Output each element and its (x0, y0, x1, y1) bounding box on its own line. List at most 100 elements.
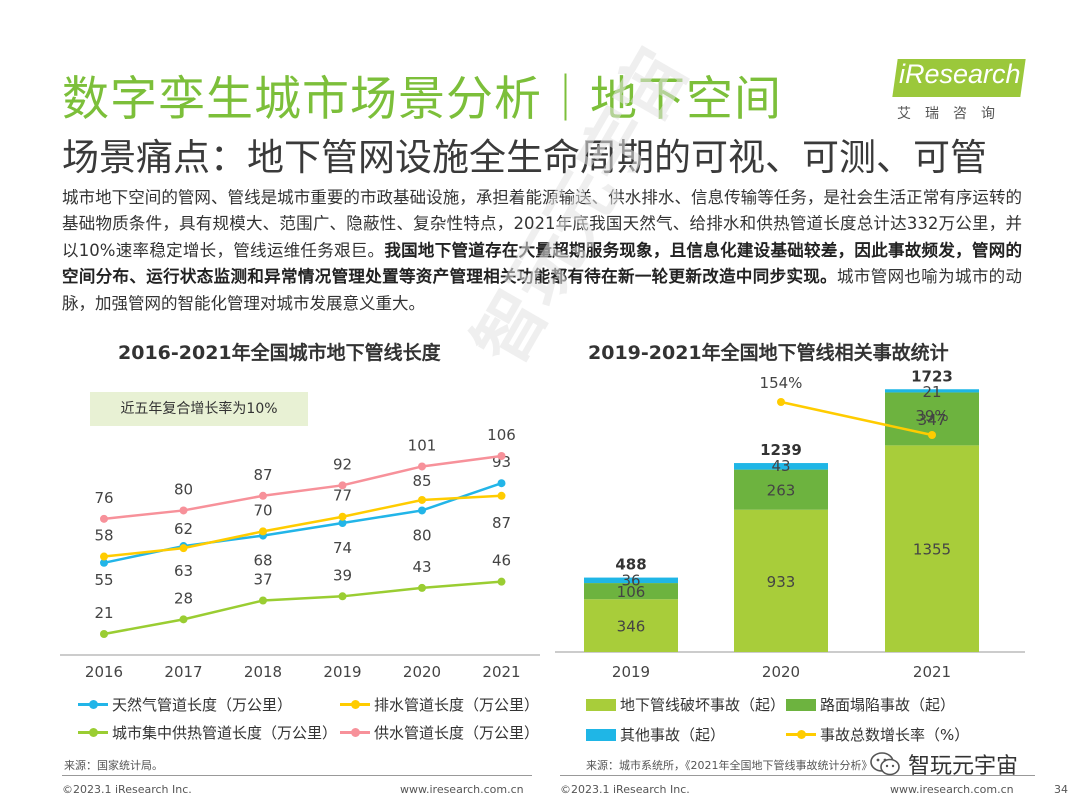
page-title: 数字孪生城市场景分析｜地下空间 (62, 72, 782, 127)
wechat-icon (870, 752, 900, 776)
data-label: 92 (333, 455, 352, 473)
data-point (497, 479, 506, 488)
data-label: 55 (94, 571, 113, 589)
legend-item-water: 供水管道长度（万公里） (340, 722, 539, 743)
data-label: 46 (492, 552, 511, 570)
bar-segment (885, 389, 979, 393)
growth-line (780, 400, 933, 437)
bar-value-label: 346 (617, 618, 646, 636)
data-label: 58 (94, 527, 113, 545)
bar-value-label: 106 (617, 583, 646, 601)
legend-swatch-drain (340, 699, 370, 709)
legend-label-growth: 事故总数增长率（%） (820, 726, 970, 744)
legend-label-drain: 排水管道长度（万公里） (374, 696, 540, 714)
bar-segment (734, 509, 828, 652)
growth-point (777, 398, 785, 406)
data-label: 85 (412, 472, 431, 490)
legend-swatch-growth (786, 729, 816, 739)
data-point (418, 495, 426, 504)
data-label: 80 (174, 480, 193, 498)
data-label: 37 (253, 570, 272, 588)
data-point (179, 615, 188, 624)
bar-segment (734, 463, 828, 470)
data-label: 43 (412, 558, 431, 576)
legend-swatch-collapse (786, 698, 816, 711)
x-tick-label: 2019 (323, 663, 361, 681)
growth-label: 154% (760, 374, 803, 392)
data-point (418, 583, 426, 592)
x-tick-label: 2019 (612, 663, 650, 681)
data-label: 87 (253, 466, 272, 484)
legend-label-water: 供水管道长度（万公里） (374, 724, 540, 742)
logo-brand: iResearch (899, 59, 1021, 89)
data-label: 106 (487, 426, 516, 444)
x-tick-label: 2020 (403, 663, 441, 681)
bar-segment (885, 445, 979, 652)
legend-label-other: 其他事故（起） (620, 726, 726, 744)
footer-divider-right (560, 775, 1035, 776)
footer-url-right[interactable]: www.iresearch.com.cn (890, 783, 1014, 796)
x-tick-label: 2017 (164, 663, 202, 681)
bar-value-label: 36 (621, 572, 640, 590)
data-point (100, 630, 108, 638)
bar-total-label: 488 (615, 556, 646, 574)
data-label: 76 (94, 489, 113, 507)
data-label: 28 (174, 589, 193, 607)
footer-copyright-right: ©2023.1 iResearch Inc. (560, 783, 690, 796)
legend-swatch-water (340, 727, 370, 737)
bar-segment (584, 577, 678, 584)
legend-label-gas: 天然气管道长度（万公里） (112, 696, 293, 714)
legend-item-gas: 天然气管道长度（万公里） (78, 694, 292, 715)
growth-label: 39% (915, 407, 948, 425)
data-label: 101 (408, 436, 437, 454)
series-line (103, 454, 502, 521)
data-point (338, 481, 347, 490)
bar-value-label: 263 (767, 482, 796, 500)
bar-chart-title: 2019-2021年全国地下管线相关事故统计 (588, 342, 949, 364)
data-label: 70 (253, 501, 272, 519)
x-tick-label: 2020 (762, 663, 800, 681)
data-point (338, 512, 347, 521)
data-point (259, 527, 267, 536)
bar-value-label: 347 (918, 411, 947, 429)
iresearch-logo: iResearch 艾瑞咨询 (892, 55, 1026, 125)
bar-value-label: 933 (767, 573, 796, 591)
series-line (103, 580, 502, 636)
legend-item-drain: 排水管道长度（万公里） (340, 694, 539, 715)
data-label: 39 (333, 566, 352, 584)
bar-value-label: 43 (771, 457, 790, 475)
footer-url-left[interactable]: www.iresearch.com.cn (400, 783, 524, 796)
body-text-bold: 我国地下管道存在大量超期服务现象，且信息化建设基础较差，因此事故频发，管网的空间… (62, 240, 1022, 287)
legend-item-heating: 城市集中供热管道长度（万公里） (78, 722, 337, 743)
page-number: 34 (1054, 783, 1068, 796)
data-label: 74 (333, 539, 352, 557)
data-label: 68 (253, 552, 272, 570)
page-subtitle: 场景痛点：地下管网设施全生命周期的可视、可测、可管 (62, 136, 987, 179)
logo-brand-cn: 艾瑞咨询 (897, 106, 1009, 122)
data-label: 80 (412, 526, 431, 544)
legend-label-damage: 地下管线破坏事故（起） (620, 696, 786, 714)
bar-value-label: 21 (922, 383, 941, 401)
data-point (100, 558, 108, 567)
data-point (100, 552, 108, 561)
bar-value-label: 1355 (913, 541, 951, 559)
data-point (179, 544, 188, 553)
legend-swatch-other (586, 728, 616, 741)
body-text-1: 城市地下空间的管网、管线是城市重要的市政基础设施，承担着能源输送、供水排水、信息… (62, 188, 1022, 260)
line-chart-title: 2016-2021年全国城市地下管线长度 (118, 342, 441, 364)
bar-total-label: 1239 (760, 441, 802, 459)
growth-point (928, 431, 936, 439)
data-point (418, 462, 426, 471)
wechat-watermark: 智玩元宇宙 (870, 748, 1018, 780)
legend-swatch-gas (78, 699, 108, 709)
cagr-annotation: 近五年复合增长率为10% (90, 392, 308, 426)
data-point (497, 452, 506, 460)
legend-swatch-damage (586, 698, 616, 711)
data-point (497, 577, 506, 586)
bar-segment (584, 599, 678, 652)
legend-swatch-heating (78, 727, 108, 737)
x-tick-label: 2021 (482, 663, 520, 681)
bar-segment (734, 469, 828, 510)
